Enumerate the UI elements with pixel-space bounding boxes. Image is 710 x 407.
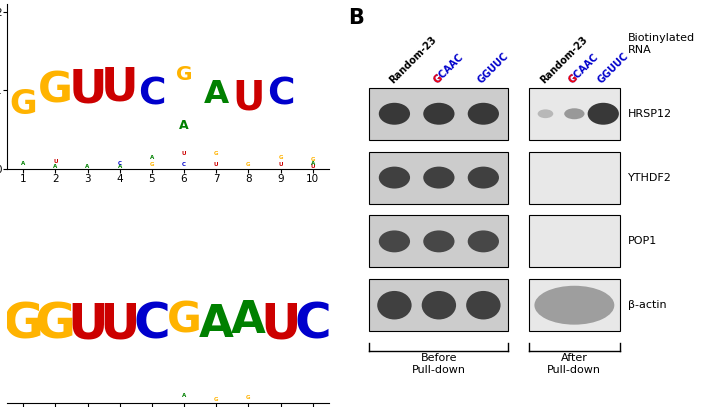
Ellipse shape [379,103,410,125]
Text: C: C [138,77,165,112]
Text: U: U [232,78,265,118]
Text: A: A [199,303,234,346]
Ellipse shape [564,108,584,119]
Ellipse shape [423,166,454,188]
Text: GGUUC: GGUUC [596,51,631,86]
Text: U: U [68,68,106,113]
Text: A: A [179,119,189,132]
Text: A: A [150,155,154,160]
Text: β-actin: β-actin [628,300,667,310]
Text: A: A [310,160,315,166]
Text: GCAAC: GCAAC [567,52,601,86]
Ellipse shape [379,230,410,252]
Text: G: G [38,70,73,112]
Text: U: U [278,162,283,167]
Text: U: U [182,151,186,156]
Ellipse shape [468,230,499,252]
Text: U: U [310,164,315,169]
Text: POP1: POP1 [628,236,657,246]
Text: G: G [246,162,251,167]
Text: C: C [295,300,331,348]
Text: G: G [35,300,76,348]
Text: A: A [182,393,186,398]
Text: HRSP12: HRSP12 [628,109,672,119]
Ellipse shape [535,286,614,325]
Text: YTHDF2: YTHDF2 [628,173,672,183]
Text: A: A [53,164,58,169]
Bar [369,279,508,331]
Text: Random-23: Random-23 [538,35,589,86]
Text: G: G [167,300,202,341]
Text: G: G [310,157,315,162]
Text: Biotinylated
RNA: Biotinylated RNA [628,33,695,55]
Text: G: G [432,73,444,86]
Text: G: G [3,300,44,348]
Text: C: C [133,300,170,348]
Text: Before
Pull-down: Before Pull-down [412,353,466,375]
Text: U: U [99,300,140,348]
Text: C: C [118,160,121,166]
Text: U: U [101,66,138,111]
Text: G: G [246,394,251,400]
Text: A: A [231,299,266,342]
Ellipse shape [422,291,456,319]
Text: A: A [85,164,89,169]
Text: After
Pull-down: After Pull-down [547,353,601,375]
Text: A: A [21,160,26,166]
Bar [529,279,620,331]
Text: U: U [260,300,301,348]
Text: U: U [53,159,58,164]
Text: A: A [204,79,229,110]
Text: C: C [182,162,186,167]
Text: G: G [150,162,154,167]
Text: U: U [67,300,108,348]
Bar [529,215,620,267]
Text: B: B [349,8,364,28]
Bar [529,88,620,140]
Text: G: G [214,396,219,402]
Ellipse shape [423,103,454,125]
Ellipse shape [466,291,501,319]
Text: G: G [278,155,283,160]
Bar [369,88,508,140]
Ellipse shape [537,109,553,118]
Text: G: G [214,151,219,156]
Bar [369,152,508,204]
Bar [529,152,620,204]
Text: U: U [214,162,219,167]
Text: C: C [267,77,294,112]
Ellipse shape [468,166,499,188]
Bar [369,215,508,267]
Text: Random-23: Random-23 [388,35,438,86]
Text: GCAAC: GCAAC [432,52,465,86]
Text: G: G [9,88,37,120]
Text: A: A [118,164,122,169]
Ellipse shape [423,230,454,252]
Ellipse shape [377,291,412,319]
Text: GGUUC: GGUUC [476,51,511,86]
Text: G: G [567,73,580,86]
Ellipse shape [468,103,499,125]
Ellipse shape [588,103,619,125]
Ellipse shape [379,166,410,188]
Text: G: G [176,65,192,84]
